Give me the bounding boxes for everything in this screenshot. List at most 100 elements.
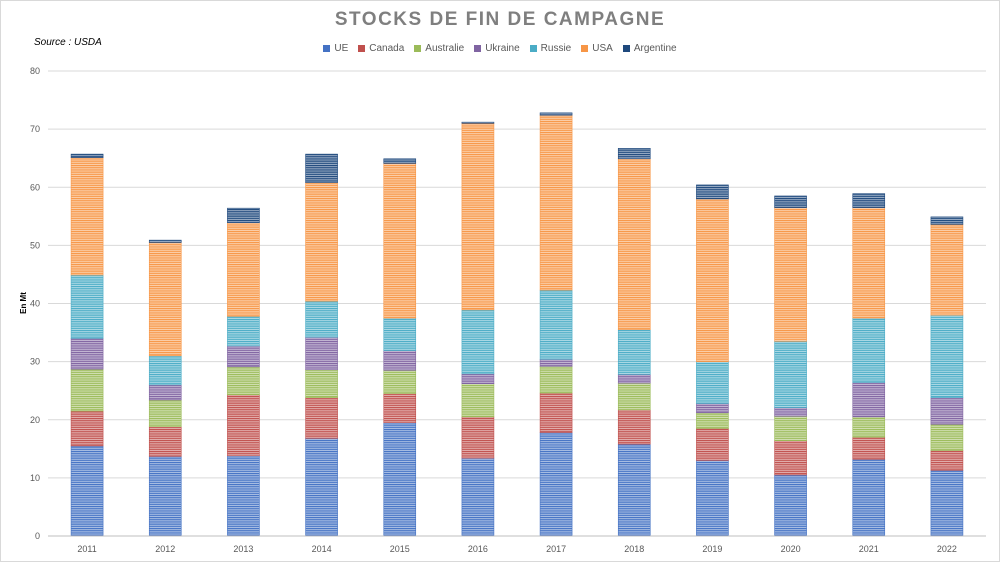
y-tick-label: 10 — [30, 473, 40, 483]
bar-argentine-2019 — [696, 184, 729, 200]
bar-usa-2020 — [774, 207, 807, 342]
bar-russie-2020 — [774, 340, 807, 408]
y-tick-label: 40 — [30, 299, 40, 309]
legend-label: Russie — [540, 43, 572, 54]
legend-label: Canada — [369, 43, 405, 54]
x-tick-label: 2017 — [546, 544, 566, 554]
bar-ukraine-2017 — [539, 358, 573, 367]
bar-ue-2013 — [227, 455, 260, 537]
y-tick-label: 50 — [30, 240, 40, 250]
bar-australie-2014 — [305, 369, 338, 398]
bar-canada-2021 — [852, 436, 886, 460]
bar-australie-2015 — [383, 370, 417, 394]
x-tick-label: 2018 — [624, 544, 644, 554]
chart-title: STOCKS DE FIN DE CAMPAGNE — [334, 9, 666, 30]
bar-canada-2017 — [539, 392, 573, 433]
legend-item-australie: Australie — [414, 43, 464, 54]
bar-usa-2014 — [305, 182, 338, 302]
grid-lines — [48, 70, 986, 537]
bar-argentine-2014 — [305, 153, 338, 183]
bar-canada-2013 — [227, 394, 260, 457]
legend-label: Ukraine — [485, 43, 520, 54]
bar-australie-2018 — [617, 382, 651, 411]
bar-usa-2015 — [383, 163, 417, 319]
bar-ukraine-2015 — [383, 350, 417, 371]
x-tick-label: 2022 — [937, 544, 957, 554]
legend-swatch — [581, 45, 589, 52]
bar-canada-2011 — [70, 410, 104, 447]
bar-argentine-2022 — [930, 216, 964, 225]
legend-item-ue: UE — [323, 43, 348, 54]
legend-item-canada: Canada — [358, 43, 404, 54]
bar-usa-2013 — [227, 222, 260, 317]
y-tick-label: 30 — [30, 357, 40, 367]
x-tick-label: 2016 — [468, 544, 488, 554]
bar-ue-2018 — [617, 443, 651, 537]
bar-usa-2011 — [70, 157, 104, 276]
bar-argentine-2013 — [227, 207, 260, 224]
legend-label: USA — [592, 43, 613, 54]
bar-russie-2016 — [461, 309, 495, 375]
bars — [70, 112, 964, 537]
bar-ue-2021 — [852, 458, 886, 537]
x-tick-label: 2020 — [781, 544, 801, 554]
bar-ue-2014 — [305, 438, 338, 537]
bar-russie-2017 — [539, 289, 573, 360]
y-tick-label: 20 — [30, 415, 40, 425]
bar-ukraine-2016 — [461, 373, 495, 385]
bar-ukraine-2021 — [852, 382, 886, 418]
chart-source: Source : USDA — [34, 37, 102, 48]
y-tick-label: 70 — [30, 124, 40, 134]
bar-ukraine-2012 — [148, 384, 182, 401]
legend-swatch — [358, 45, 366, 52]
bar-usa-2012 — [148, 242, 182, 357]
bar-russie-2013 — [227, 315, 260, 347]
bar-argentine-2015 — [383, 158, 417, 164]
bar-argentine-2020 — [774, 195, 807, 208]
bar-ue-2022 — [930, 470, 964, 537]
x-tick-label: 2015 — [390, 544, 410, 554]
bar-russie-2014 — [305, 300, 338, 338]
legend-swatch — [414, 45, 422, 52]
bar-australie-2017 — [539, 365, 573, 394]
bar-usa-2021 — [852, 207, 886, 319]
bar-usa-2017 — [539, 114, 573, 291]
legend-swatch — [529, 45, 537, 52]
legend-item-ukraine: Ukraine — [474, 43, 520, 54]
legend-label: Argentine — [633, 43, 677, 54]
bar-australie-2016 — [461, 383, 495, 418]
bar-usa-2016 — [461, 123, 495, 311]
bar-canada-2016 — [461, 416, 495, 459]
bar-canada-2020 — [774, 440, 807, 476]
bar-ue-2011 — [70, 445, 104, 537]
x-tick-label: 2019 — [702, 544, 722, 554]
bar-argentine-2017 — [539, 112, 573, 116]
y-axis-label: En Mt — [19, 292, 28, 314]
bar-canada-2012 — [148, 426, 182, 457]
bar-ue-2016 — [461, 457, 495, 537]
x-tick-label: 2021 — [859, 544, 879, 554]
bar-russie-2012 — [148, 355, 182, 386]
legend-item-argentine: Argentine — [622, 43, 677, 54]
y-tick-label: 80 — [30, 66, 40, 76]
bar-ue-2017 — [539, 432, 573, 537]
y-tick-label: 0 — [35, 531, 40, 541]
bar-canada-2019 — [696, 428, 729, 461]
bar-ukraine-2019 — [696, 403, 729, 414]
x-tick-label: 2014 — [312, 544, 332, 554]
legend-label: UE — [334, 43, 349, 54]
bar-usa-2018 — [617, 158, 651, 330]
bar-ue-2012 — [148, 456, 182, 537]
y-tick-label: 60 — [30, 182, 40, 192]
x-tick-label: 2012 — [155, 544, 175, 554]
bar-ukraine-2014 — [305, 336, 338, 371]
bar-canada-2022 — [930, 450, 964, 471]
legend-item-usa: USA — [581, 43, 613, 54]
bar-ue-2015 — [383, 422, 417, 537]
bar-usa-2019 — [696, 198, 729, 362]
bar-ukraine-2020 — [774, 407, 807, 417]
bar-russie-2018 — [617, 329, 651, 375]
bar-australie-2019 — [696, 412, 729, 429]
bar-ue-2019 — [696, 460, 729, 537]
